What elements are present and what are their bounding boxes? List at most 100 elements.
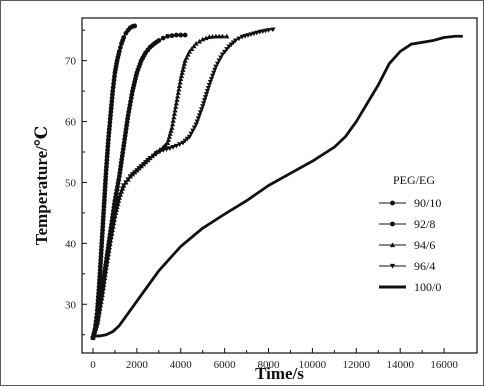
series-point — [97, 303, 104, 308]
series-point — [193, 40, 199, 46]
legend: PEG/EG 90/10 92/8 94/6 96/4 100/0 — [379, 173, 441, 294]
series-point — [156, 38, 162, 43]
series-point — [107, 120, 113, 125]
series-point — [173, 104, 179, 109]
series-point — [108, 109, 114, 115]
series-point — [203, 35, 209, 41]
series-point — [107, 116, 113, 122]
series-point — [163, 147, 170, 152]
series-point — [110, 85, 116, 90]
series-point — [110, 224, 116, 229]
series-point — [178, 76, 184, 81]
legend-item: 96/4 — [379, 259, 435, 273]
series-point — [226, 44, 232, 50]
series-point — [190, 128, 196, 134]
series-point — [180, 140, 186, 146]
series-point — [109, 95, 115, 101]
series-point — [173, 100, 179, 106]
series-point — [108, 234, 114, 240]
legend-swatch-marker — [389, 263, 396, 269]
series-point — [115, 201, 121, 207]
series-point — [111, 220, 117, 226]
series-point — [96, 313, 102, 319]
series-point — [186, 134, 193, 140]
series-point — [107, 238, 114, 243]
series-point — [103, 265, 109, 271]
series-point — [236, 36, 242, 42]
y-tick-label: 30 — [65, 299, 77, 311]
x-tick-label: 14000 — [386, 359, 414, 371]
series-point — [184, 54, 190, 60]
series-96-4 — [90, 27, 276, 341]
series-90-10 — [90, 23, 138, 341]
series-point — [92, 329, 98, 335]
series-point — [173, 143, 179, 149]
series-point — [201, 101, 207, 106]
series-point — [176, 86, 182, 92]
series-point — [176, 83, 183, 88]
series-point — [99, 296, 105, 301]
series-point — [106, 130, 112, 136]
series-point — [106, 126, 112, 132]
series-layer — [90, 23, 464, 341]
series-point — [108, 106, 114, 111]
series-point — [178, 73, 185, 78]
legend-item: 100/0 — [379, 280, 441, 294]
series-point — [263, 28, 269, 34]
legend-label: 100/0 — [414, 280, 441, 294]
series-point — [178, 32, 184, 38]
series-point — [111, 81, 116, 87]
series-point — [106, 133, 112, 139]
series-point — [169, 125, 175, 130]
series-point — [132, 170, 138, 175]
series-point — [109, 231, 115, 236]
series-point — [140, 162, 147, 167]
series-point — [169, 33, 175, 39]
legend-label: 96/4 — [414, 259, 435, 273]
series-point — [145, 158, 151, 163]
series-point — [182, 138, 188, 144]
series-point — [102, 272, 108, 278]
series-point — [100, 285, 106, 291]
series-point — [172, 107, 178, 113]
series-point — [177, 142, 183, 147]
series-point — [110, 92, 115, 97]
legend-title: PEG/EG — [393, 173, 435, 187]
series-point — [219, 52, 226, 58]
series-point — [175, 90, 181, 95]
series-point — [165, 137, 172, 142]
series-point — [213, 33, 219, 39]
series-point — [181, 64, 187, 69]
series-point — [167, 146, 173, 151]
y-tick-label: 50 — [65, 177, 77, 189]
series-point — [106, 248, 112, 254]
series-point — [113, 207, 119, 213]
series-point — [129, 172, 136, 177]
series-point — [169, 121, 176, 127]
series-point — [228, 42, 234, 48]
series-point — [200, 104, 206, 109]
legend-label: 92/8 — [414, 217, 435, 231]
series-point — [105, 255, 111, 261]
series-point — [204, 89, 210, 94]
series-point — [160, 148, 166, 153]
series-point — [170, 145, 176, 150]
series-point — [216, 33, 222, 39]
series-point — [105, 251, 111, 257]
series-point — [191, 125, 198, 131]
series-point — [160, 35, 166, 41]
series-point — [201, 98, 208, 103]
series-point — [182, 32, 188, 38]
series-point — [216, 58, 222, 64]
series-point — [185, 51, 191, 57]
series-point — [189, 46, 195, 51]
legend-swatch-marker — [389, 242, 396, 248]
x-tick-label: 0 — [90, 359, 96, 371]
series-point — [94, 320, 100, 326]
series-point — [242, 33, 248, 39]
legend-label: 90/10 — [414, 196, 441, 210]
series-point — [132, 23, 138, 29]
x-axis-title: Time/s — [255, 364, 304, 383]
plot-area — [81, 17, 478, 354]
